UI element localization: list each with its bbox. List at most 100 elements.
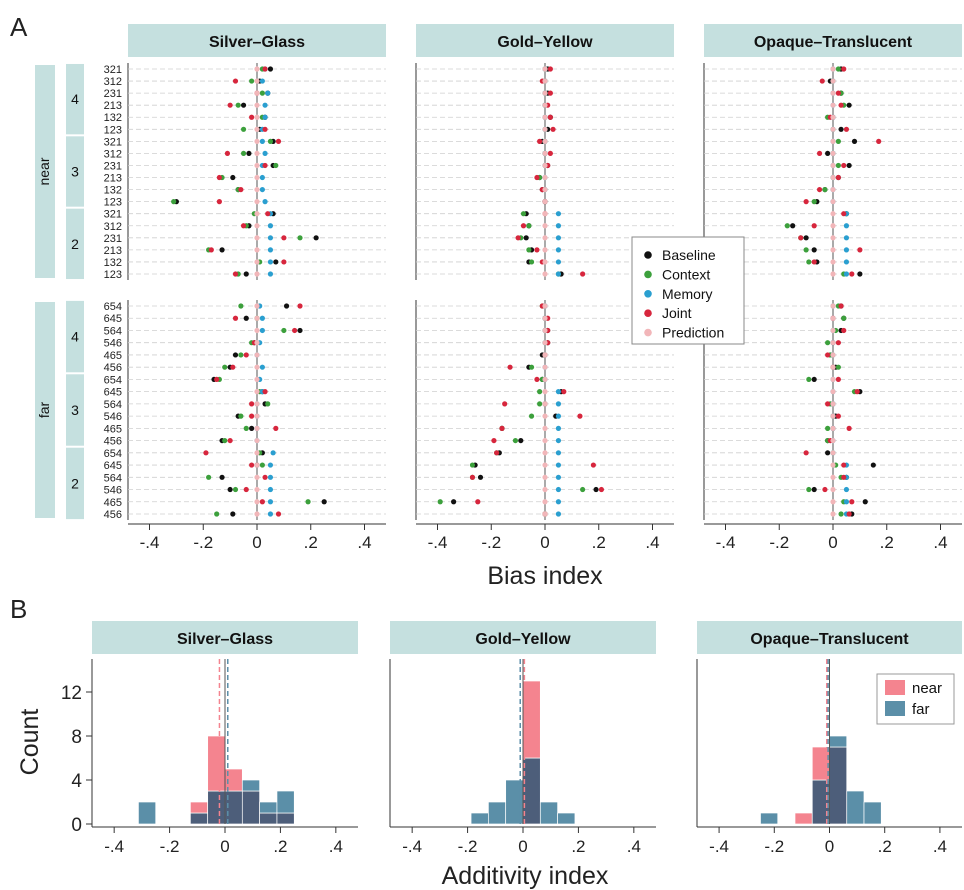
dot-baseline (542, 138, 548, 144)
facet-strip (697, 621, 962, 654)
dot-context (537, 401, 543, 407)
dot-baseline (254, 376, 260, 383)
x-axis-title: Additivity index (442, 862, 609, 890)
dot-memory (270, 450, 276, 456)
dot-context (259, 90, 265, 96)
dot-context (806, 376, 812, 383)
row-label: 231 (104, 88, 122, 100)
dot-joint (537, 138, 543, 144)
dot-prediction (846, 162, 852, 169)
facet-title: Silver–Glass (177, 631, 273, 648)
subgroup-label: 4 (71, 329, 79, 345)
dot-baseline (542, 126, 548, 132)
dot-memory (262, 102, 268, 108)
bar-far (259, 801, 278, 814)
x-tick-label: .4 (645, 533, 659, 552)
dot-context (835, 162, 841, 169)
dot-baseline (542, 259, 548, 265)
dot-memory (843, 259, 850, 265)
bar-far (470, 812, 489, 825)
dot-prediction (846, 102, 852, 108)
legend: Baseline Context Memory Joint Prediction (631, 236, 745, 345)
dot-prediction (825, 150, 831, 157)
dot-prediction (825, 450, 831, 456)
dot-baseline (542, 340, 548, 346)
facet-strip (390, 621, 656, 654)
row-label: 213 (104, 245, 122, 257)
dot-prediction (230, 511, 236, 517)
dot-context (265, 401, 271, 407)
dot-prediction (232, 352, 239, 358)
dot-baseline (830, 389, 836, 395)
dot-joint (580, 271, 586, 277)
row-label: 645 (104, 460, 122, 472)
x-tick-label: 0 (828, 533, 837, 552)
row-label: 546 (104, 338, 122, 350)
dot-baseline (254, 474, 260, 480)
dot-baseline (542, 352, 548, 358)
dot-baseline (254, 138, 260, 144)
dot-baseline (542, 401, 548, 407)
dot-joint (224, 150, 231, 157)
bar-far (539, 801, 558, 825)
dot-baseline (254, 162, 260, 169)
dot-joint (534, 376, 540, 383)
group-strip (35, 65, 55, 278)
dot-baseline (254, 126, 260, 132)
row-label: 654 (104, 448, 122, 460)
dot-baseline (830, 78, 836, 84)
x-tick-label: 0 (518, 837, 527, 856)
x-tick-label: -.2 (764, 837, 784, 856)
row-label: 456 (104, 509, 122, 521)
dot-joint (876, 138, 882, 144)
dot-baseline (830, 223, 836, 229)
dot-joint (841, 211, 847, 217)
dot-prediction (219, 474, 225, 480)
dot-memory (262, 199, 268, 205)
dot-context (171, 199, 177, 205)
dot-context (526, 223, 532, 229)
row-label: 654 (104, 301, 122, 313)
dot-context (297, 235, 303, 241)
dot-baseline (830, 303, 836, 309)
row-label: 321 (104, 209, 122, 221)
dot-context (835, 364, 841, 370)
dot-baseline (830, 315, 836, 321)
dot-baseline (542, 462, 548, 468)
dot-joint (857, 247, 863, 253)
dot-joint (534, 174, 540, 181)
dot-baseline (830, 271, 836, 277)
row-label: 564 (104, 399, 122, 411)
dot-joint (249, 401, 255, 407)
dot-joint (547, 90, 553, 96)
dot-joint (262, 389, 268, 395)
dot-joint (273, 425, 279, 431)
dot-memory (259, 174, 265, 181)
dot-memory (267, 271, 274, 277)
dot-joint (292, 327, 298, 334)
dot-joint (803, 450, 809, 456)
dot-joint (841, 162, 847, 169)
dot-baseline (254, 364, 260, 370)
dot-context (528, 364, 535, 370)
dot-joint (520, 223, 527, 229)
x-tick-label: .2 (273, 837, 287, 856)
dot-prediction (283, 303, 290, 309)
dot-baseline (830, 413, 836, 419)
dot-joint (262, 66, 268, 72)
dot-baseline (254, 186, 260, 193)
bar-far (829, 735, 848, 748)
facet-title: Silver–Glass (209, 34, 305, 51)
dot-baseline (830, 499, 836, 505)
dot-baseline (830, 174, 836, 181)
dot-memory (259, 327, 265, 334)
dot-joint (835, 376, 841, 383)
dot-joint (816, 150, 823, 157)
dot-joint (841, 66, 847, 72)
dot-prediction (227, 486, 233, 493)
dot-joint (846, 511, 852, 517)
dot-memory (262, 150, 268, 157)
dot-context (825, 425, 831, 431)
dot-prediction (240, 102, 247, 108)
dot-context (835, 66, 841, 72)
